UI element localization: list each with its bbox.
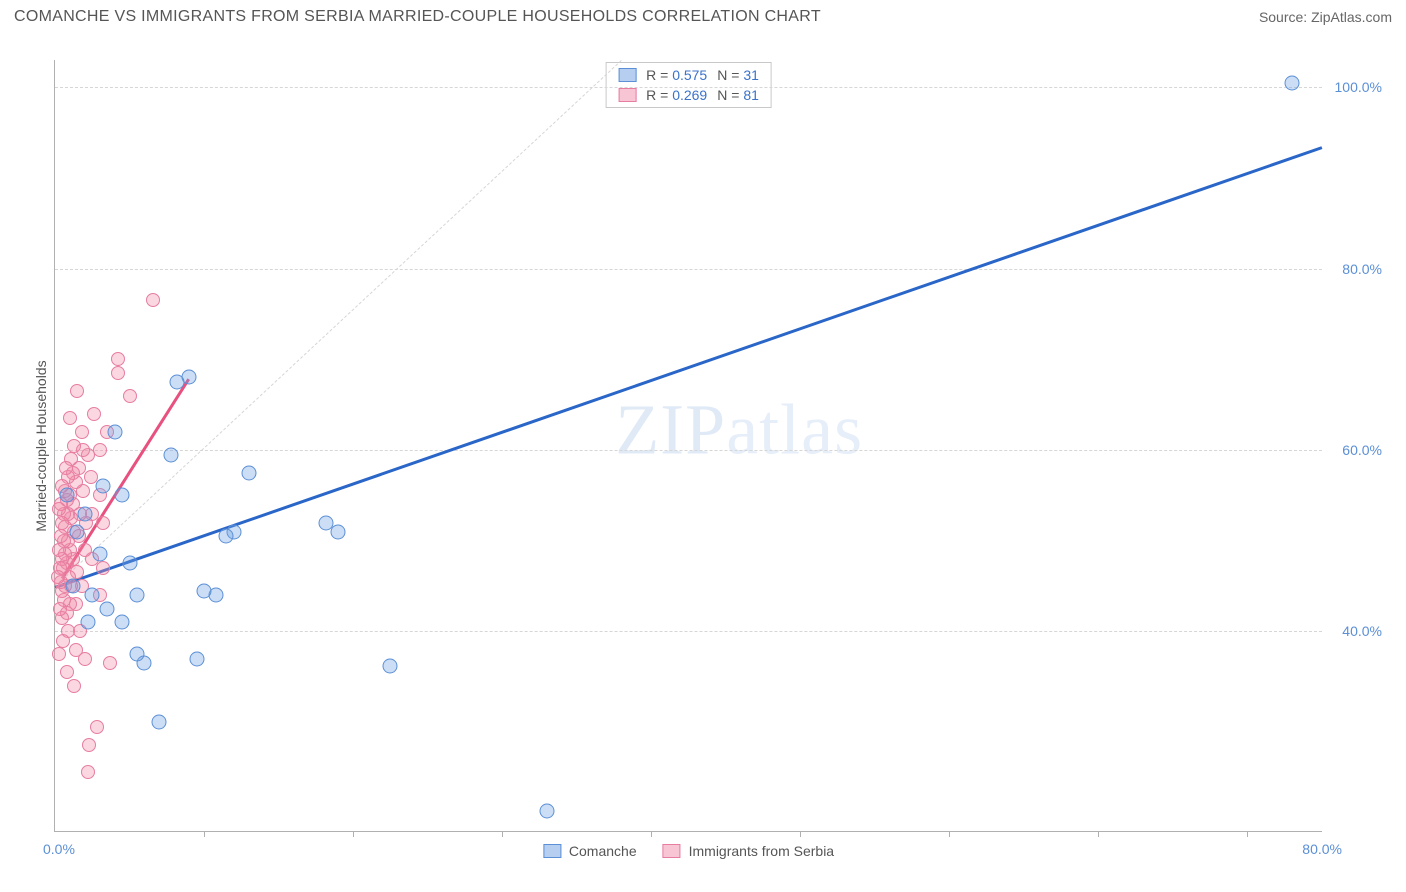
- y-axis-label: Married-couple Households: [33, 360, 49, 531]
- point-comanche: [95, 479, 110, 494]
- point-serbia: [59, 461, 73, 475]
- legend-row-blue: R = 0.575 N = 31: [606, 65, 771, 85]
- y-tick-label: 100.0%: [1327, 79, 1382, 95]
- swatch-pink-icon: [663, 844, 681, 858]
- point-serbia: [55, 516, 69, 530]
- x-tick: [204, 831, 205, 837]
- point-comanche: [164, 447, 179, 462]
- point-serbia: [111, 352, 125, 366]
- point-comanche: [65, 579, 80, 594]
- point-serbia: [90, 720, 104, 734]
- legend-series: Comanche Immigrants from Serbia: [543, 843, 834, 859]
- y-tick-label: 40.0%: [1327, 623, 1382, 639]
- swatch-blue-icon: [543, 844, 561, 858]
- point-serbia: [54, 529, 68, 543]
- legend-item-comanche: Comanche: [543, 843, 637, 859]
- grid-line: [55, 87, 1322, 88]
- point-serbia: [51, 570, 65, 584]
- point-comanche: [100, 601, 115, 616]
- grid-line: [55, 631, 1322, 632]
- header: COMANCHE VS IMMIGRANTS FROM SERBIA MARRI…: [0, 0, 1406, 30]
- point-serbia: [52, 502, 66, 516]
- point-comanche: [122, 556, 137, 571]
- x-tick: [1247, 831, 1248, 837]
- x-tick: [1098, 831, 1099, 837]
- point-comanche: [189, 651, 204, 666]
- point-serbia: [87, 407, 101, 421]
- x-tick: [800, 831, 801, 837]
- watermark: ZIPatlas: [615, 389, 863, 472]
- point-serbia: [82, 738, 96, 752]
- point-comanche: [197, 583, 212, 598]
- point-serbia: [103, 656, 117, 670]
- point-serbia: [52, 647, 66, 661]
- plot-area: Married-couple Households ZIPatlas R = 0…: [54, 60, 1322, 832]
- point-comanche: [1285, 75, 1300, 90]
- point-serbia: [146, 293, 160, 307]
- point-comanche: [92, 547, 107, 562]
- source-attribution: Source: ZipAtlas.com: [1259, 9, 1392, 25]
- reference-diagonal: [55, 60, 622, 587]
- trendline-blue: [55, 146, 1323, 588]
- x-tick: [502, 831, 503, 837]
- swatch-blue-icon: [618, 68, 636, 82]
- point-serbia: [81, 765, 95, 779]
- point-comanche: [331, 524, 346, 539]
- point-comanche: [115, 488, 130, 503]
- legend-item-serbia: Immigrants from Serbia: [663, 843, 834, 859]
- point-serbia: [123, 389, 137, 403]
- point-serbia: [53, 602, 67, 616]
- chart-wrap: Married-couple Households ZIPatlas R = 0…: [14, 40, 1392, 852]
- point-comanche: [241, 465, 256, 480]
- legend-label: Comanche: [569, 843, 637, 859]
- point-comanche: [129, 588, 144, 603]
- x-axis-max-label: 80.0%: [1302, 841, 1342, 857]
- point-comanche: [115, 615, 130, 630]
- point-comanche: [85, 588, 100, 603]
- point-comanche: [107, 424, 122, 439]
- point-serbia: [67, 679, 81, 693]
- point-serbia: [52, 543, 66, 557]
- grid-line: [55, 450, 1322, 451]
- legend-correlation: R = 0.575 N = 31 R = 0.269 N = 81: [605, 62, 772, 108]
- point-serbia: [67, 439, 81, 453]
- source-name: ZipAtlas.com: [1311, 9, 1392, 25]
- point-serbia: [70, 384, 84, 398]
- point-serbia: [75, 425, 89, 439]
- watermark-a: ZIP: [615, 390, 726, 470]
- point-comanche: [170, 375, 185, 390]
- point-comanche: [59, 488, 74, 503]
- grid-line: [55, 269, 1322, 270]
- point-serbia: [60, 665, 74, 679]
- point-comanche: [129, 647, 144, 662]
- point-serbia: [69, 643, 83, 657]
- point-comanche: [152, 715, 167, 730]
- x-axis-min-label: 0.0%: [43, 841, 75, 857]
- x-tick: [353, 831, 354, 837]
- chart-title: COMANCHE VS IMMIGRANTS FROM SERBIA MARRI…: [14, 8, 821, 26]
- point-comanche: [80, 615, 95, 630]
- watermark-b: atlas: [726, 390, 863, 470]
- point-comanche: [319, 515, 334, 530]
- point-comanche: [219, 529, 234, 544]
- point-serbia: [111, 366, 125, 380]
- point-serbia: [93, 443, 107, 457]
- x-tick: [651, 831, 652, 837]
- point-comanche: [70, 524, 85, 539]
- point-serbia: [63, 411, 77, 425]
- point-serbia: [78, 543, 92, 557]
- swatch-pink-icon: [618, 88, 636, 102]
- point-comanche: [77, 506, 92, 521]
- point-comanche: [383, 658, 398, 673]
- y-tick-label: 80.0%: [1327, 261, 1382, 277]
- point-serbia: [56, 634, 70, 648]
- point-comanche: [539, 804, 554, 819]
- legend-label: Immigrants from Serbia: [689, 843, 834, 859]
- x-tick: [949, 831, 950, 837]
- source-label: Source:: [1259, 9, 1311, 25]
- y-tick-label: 60.0%: [1327, 442, 1382, 458]
